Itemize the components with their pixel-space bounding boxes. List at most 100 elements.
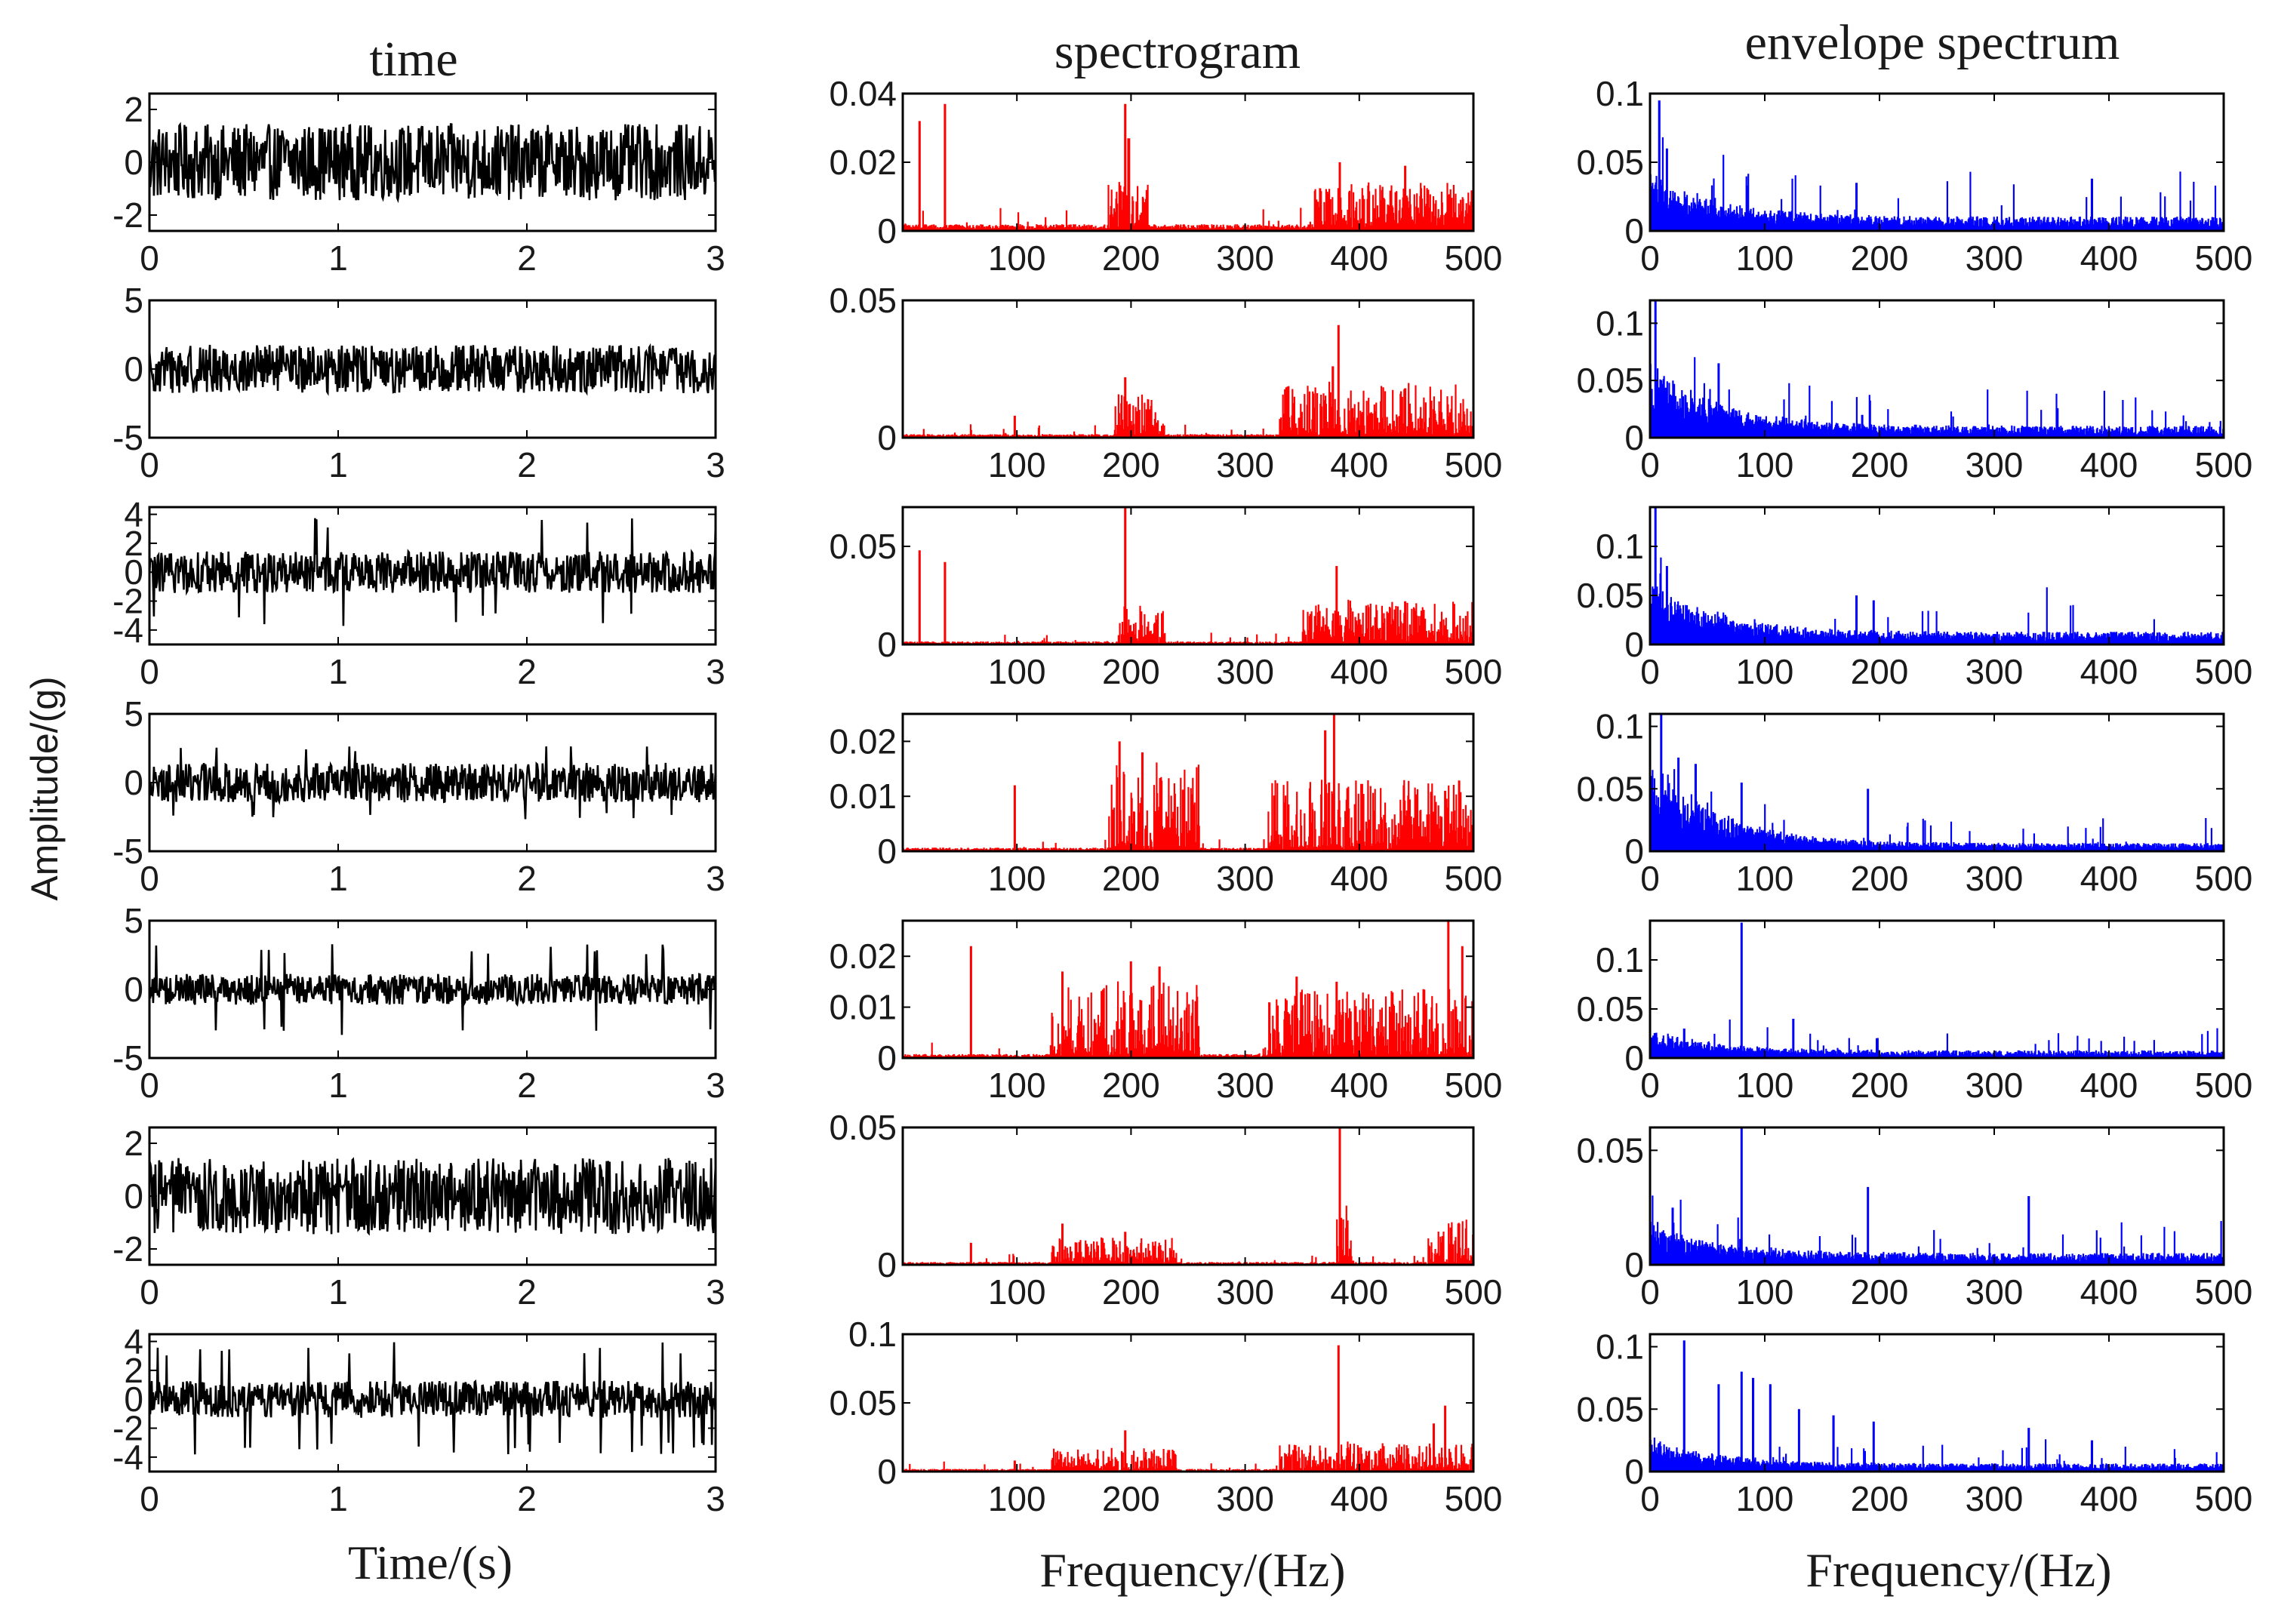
x-tick-label-time-row5: 3 [706, 1066, 725, 1105]
y-tick-label-time-row3: 2 [124, 524, 143, 563]
x-tick-label-spectrogram-row3: 200 [1102, 652, 1160, 691]
x-tick-label-spectrogram-row1: 100 [988, 238, 1046, 278]
x-tick-label-spectrogram-row5: 100 [988, 1066, 1046, 1105]
y-tick-label-envelope-spectrum-row5: 0.05 [1576, 989, 1644, 1029]
x-tick-label-spectrogram-row7: 100 [988, 1479, 1046, 1518]
x-tick-label-spectrogram-row3: 300 [1216, 652, 1274, 691]
axes-box-envelope-spectrum-row4 [1649, 712, 2225, 853]
y-tick-label-time-row1: -2 [112, 195, 143, 235]
y-tick-label-envelope-spectrum-row2: 0 [1624, 418, 1644, 457]
x-tick-label-spectrogram-row5: 200 [1102, 1066, 1160, 1105]
x-tick-label-spectrogram-row1: 200 [1102, 238, 1160, 278]
panel-time-row6: 0 1 2 320-2 [112, 1124, 725, 1312]
column-title-time: time [369, 32, 457, 87]
y-tick-label-time-row3: 4 [124, 495, 143, 534]
y-tick-label-envelope-spectrum-row3: 0.05 [1576, 576, 1644, 615]
x-tick-label-spectrogram-row6: 200 [1102, 1272, 1160, 1312]
x-tick-label-spectrogram-row4: 300 [1216, 859, 1274, 898]
axes-box-spectrogram-row7 [901, 1333, 1475, 1473]
x-tick-label-envelope-spectrum-row1: 400 [2080, 238, 2138, 278]
x-tick-label-spectrogram-row2: 200 [1102, 445, 1160, 484]
x-tick-label-time-row1: 2 [517, 238, 537, 278]
x-tick-label-envelope-spectrum-row4: 100 [1736, 859, 1794, 898]
x-tick-label-time-row4: 3 [706, 859, 725, 898]
x-tick-label-spectrogram-row4: 500 [1445, 859, 1503, 898]
x-tick-label-spectrogram-row1: 400 [1330, 238, 1388, 278]
trace-envelope-spectrum-row7 [1650, 1340, 2224, 1472]
x-tick-label-time-row2: 3 [706, 445, 725, 484]
y-tick-label-spectrogram-row3: 0 [877, 625, 897, 664]
trace-envelope-spectrum-row2 [1650, 301, 2224, 438]
axes-box-time-row3 [148, 506, 717, 646]
x-tick-label-envelope-spectrum-row5: 400 [2080, 1066, 2138, 1105]
x-tick-label-spectrogram-row4: 100 [988, 859, 1046, 898]
y-tick-label-spectrogram-row4: 0.02 [829, 721, 897, 761]
axes-box-spectrogram-row6 [901, 1126, 1475, 1266]
trace-spectrogram-row3 [903, 508, 1473, 644]
x-tick-label-spectrogram-row6: 100 [988, 1272, 1046, 1312]
y-tick-label-envelope-spectrum-row6: 0 [1624, 1245, 1644, 1284]
x-tick-label-envelope-spectrum-row2: 500 [2195, 445, 2253, 484]
trace-spectrogram-row6 [903, 1128, 1473, 1265]
x-tick-label-time-row7: 0 [140, 1479, 159, 1518]
y-tick-label-envelope-spectrum-row7: 0 [1624, 1452, 1644, 1491]
panel-spectrogram-row2: 100 200 300 400 500 0.05 0 [829, 281, 1502, 484]
x-tick-label-time-row2: 1 [328, 445, 348, 484]
x-tick-label-spectrogram-row6: 300 [1216, 1272, 1274, 1312]
x-tick-label-time-row1: 1 [328, 238, 348, 278]
x-tick-label-envelope-spectrum-row7: 0 [1640, 1479, 1660, 1518]
x-tick-label-envelope-spectrum-row7: 300 [1966, 1479, 2024, 1518]
x-tick-label-time-row5: 0 [140, 1066, 159, 1105]
y-tick-label-time-row7: 0 [124, 1379, 143, 1419]
trace-envelope-spectrum-row4 [1650, 715, 2224, 851]
x-tick-label-time-row4: 0 [140, 859, 159, 898]
y-tick-label-time-row6: 0 [124, 1176, 143, 1216]
x-tick-label-envelope-spectrum-row3: 100 [1736, 652, 1794, 691]
panel-spectrogram-row6: 100 200 300 400 500 0.05 0 [829, 1108, 1502, 1312]
x-tick-label-envelope-spectrum-row2: 0 [1640, 445, 1660, 484]
y-tick-label-envelope-spectrum-row7: 0.1 [1596, 1327, 1644, 1367]
axes-box-spectrogram-row5 [901, 919, 1475, 1060]
y-tick-label-time-row4: 0 [124, 763, 143, 802]
trace-time-row1 [149, 121, 716, 204]
y-tick-label-envelope-spectrum-row1: 0 [1624, 211, 1644, 251]
y-tick-label-time-row2: 0 [124, 349, 143, 389]
panel-envelope-spectrum-row2: 0 100 200 300 400 500 0.1 0.05 0 [1576, 299, 2253, 484]
trace-time-row7 [149, 1342, 716, 1455]
x-tick-label-envelope-spectrum-row7: 200 [1851, 1479, 1909, 1518]
y-tick-label-spectrogram-row4: 0.01 [829, 777, 897, 816]
x-tick-label-envelope-spectrum-row7: 400 [2080, 1479, 2138, 1518]
x-tick-label-envelope-spectrum-row1: 0 [1640, 238, 1660, 278]
y-tick-label-time-row3: -2 [112, 582, 143, 621]
y-tick-label-spectrogram-row5: 0 [877, 1038, 897, 1078]
x-tick-label-time-row4: 1 [328, 859, 348, 898]
x-tick-label-envelope-spectrum-row4: 300 [1966, 859, 2024, 898]
x-tick-label-spectrogram-row5: 400 [1330, 1066, 1388, 1105]
y-tick-label-envelope-spectrum-row1: 0.1 [1596, 74, 1644, 113]
x-tick-label-envelope-spectrum-row3: 400 [2080, 652, 2138, 691]
x-tick-label-time-row2: 0 [140, 445, 159, 484]
x-tick-label-time-row6: 1 [328, 1272, 348, 1312]
y-tick-label-spectrogram-row3: 0.05 [829, 527, 897, 566]
x-tick-label-envelope-spectrum-row3: 200 [1851, 652, 1909, 691]
x-tick-label-spectrogram-row4: 200 [1102, 859, 1160, 898]
x-tick-label-spectrogram-row7: 200 [1102, 1479, 1160, 1518]
x-tick-label-time-row5: 1 [328, 1066, 348, 1105]
panel-time-row5: 0 1 2 350-5 [112, 901, 725, 1105]
x-tick-label-envelope-spectrum-row4: 400 [2080, 859, 2138, 898]
x-tick-label-spectrogram-row1: 300 [1216, 238, 1274, 278]
y-tick-label-spectrogram-row6: 0 [877, 1245, 897, 1284]
trace-spectrogram-row2 [903, 324, 1473, 438]
y-tick-label-time-row1: 2 [124, 90, 143, 129]
y-tick-label-time-row7: 2 [124, 1351, 143, 1390]
x-tick-label-envelope-spectrum-row4: 0 [1640, 859, 1660, 898]
y-tick-label-spectrogram-row2: 0 [877, 418, 897, 457]
panel-envelope-spectrum-row5: 0 100 200 300 400 500 0.1 0.05 0 [1576, 919, 2252, 1105]
x-tick-label-time-row6: 0 [140, 1272, 159, 1312]
panel-spectrogram-row5: 100 200 300 400 500 0.02 0.01 0 [829, 919, 1502, 1105]
panel-spectrogram-row3: 100 200 300 400 500 0.05 0 [829, 506, 1502, 691]
y-tick-label-envelope-spectrum-row5: 0 [1624, 1038, 1644, 1078]
y-tick-label-spectrogram-row4: 0 [877, 832, 897, 871]
x-tick-label-spectrogram-row6: 500 [1445, 1272, 1503, 1312]
